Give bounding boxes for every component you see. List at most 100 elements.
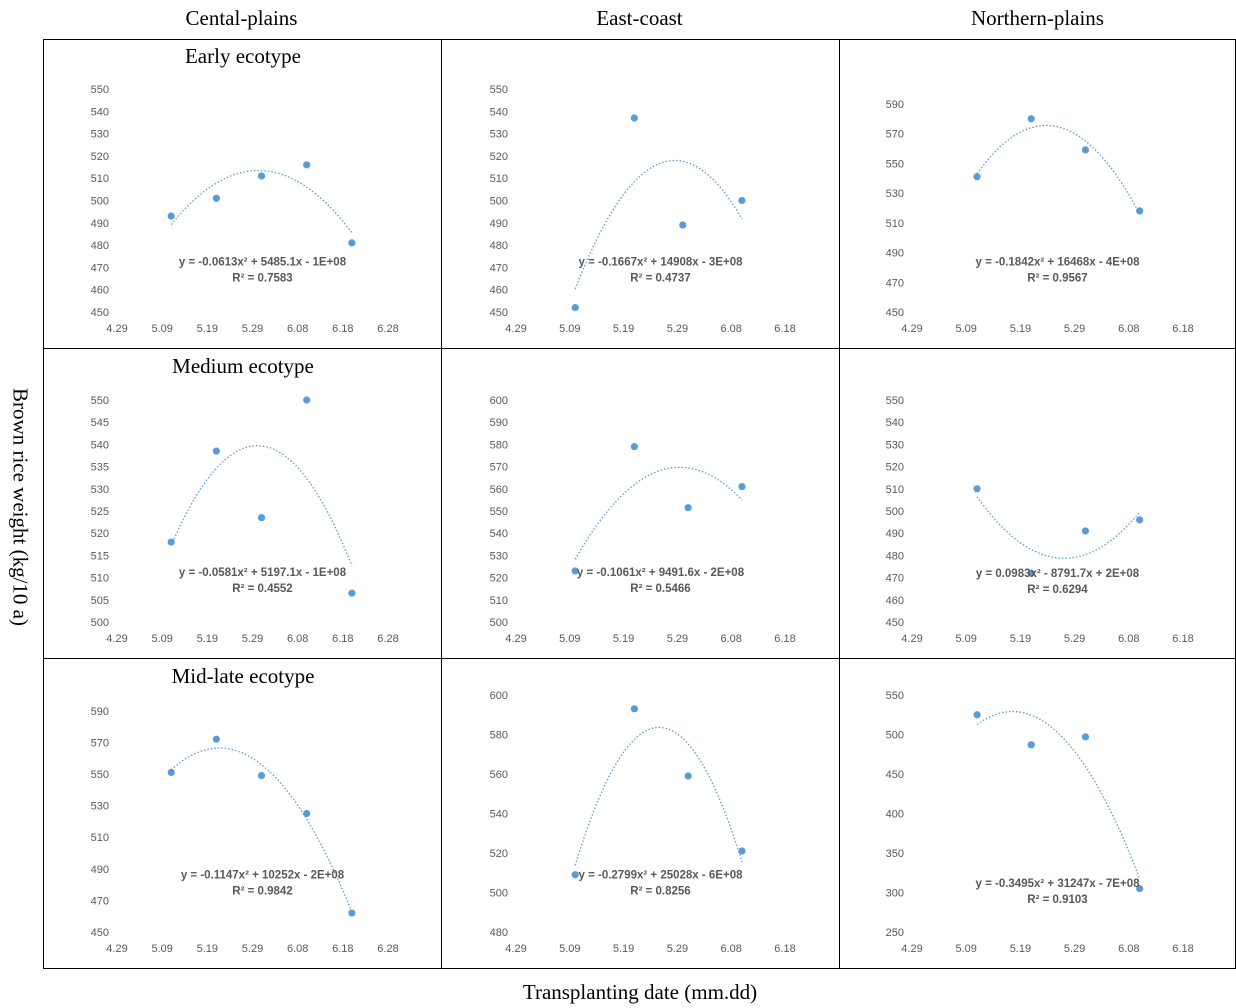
x-tick-label: 6.18 bbox=[332, 943, 353, 955]
trend-equation: y = -0.1147x² + 10252x - 2E+08 bbox=[181, 870, 345, 882]
row-title-early: Early ecotype bbox=[184, 44, 302, 68]
y-tick-label: 530 bbox=[490, 550, 508, 562]
x-tick-label: 5.29 bbox=[667, 323, 688, 335]
y-tick-label: 550 bbox=[886, 158, 904, 170]
y-tick-label: 520 bbox=[91, 528, 109, 540]
x-tick-label: 5.19 bbox=[197, 943, 218, 955]
x-tick-label: 4.29 bbox=[106, 943, 127, 955]
y-tick-label: 570 bbox=[886, 129, 904, 141]
x-tick-label: 4.29 bbox=[106, 323, 127, 335]
y-tick-label: 550 bbox=[490, 84, 508, 96]
data-point bbox=[630, 443, 638, 451]
x-tick-label: 6.18 bbox=[332, 633, 353, 645]
x-tick-label: 6.28 bbox=[377, 323, 398, 335]
data-point bbox=[973, 173, 981, 181]
x-tick-label: 5.09 bbox=[559, 633, 580, 645]
data-point bbox=[348, 239, 356, 247]
y-tick-label: 570 bbox=[91, 737, 109, 749]
y-tick-label: 580 bbox=[490, 439, 508, 451]
y-tick-label: 470 bbox=[886, 573, 904, 585]
y-tick-label: 520 bbox=[91, 151, 109, 163]
trend-equation: y = -0.1061x² + 9491.6x - 2E+08 bbox=[577, 567, 745, 579]
trend-r2: R² = 0.4552 bbox=[232, 583, 292, 595]
trend-equation: y = -0.0613x² + 5485.1x - 1E+08 bbox=[179, 257, 347, 269]
x-tick-label: 4.29 bbox=[901, 633, 922, 645]
y-tick-label: 560 bbox=[490, 484, 508, 496]
y-tick-label: 450 bbox=[91, 927, 109, 939]
x-tick-label: 5.29 bbox=[667, 633, 688, 645]
data-point bbox=[1081, 146, 1090, 154]
x-tick-label: 6.18 bbox=[1172, 943, 1193, 955]
trendline bbox=[170, 747, 353, 913]
data-point bbox=[167, 212, 175, 220]
x-tick-label: 6.08 bbox=[1118, 943, 1139, 955]
x-tick-label: 5.19 bbox=[1010, 323, 1031, 335]
x-tick-label: 5.19 bbox=[1010, 943, 1031, 955]
y-tick-label: 550 bbox=[91, 769, 109, 781]
y-tick-label: 560 bbox=[490, 769, 508, 781]
data-point bbox=[973, 485, 981, 493]
x-tick-label: 6.18 bbox=[774, 323, 795, 335]
x-tick-label: 6.18 bbox=[1172, 633, 1193, 645]
y-tick-label: 530 bbox=[91, 484, 109, 496]
y-tick-label: 460 bbox=[91, 285, 109, 297]
trend-equation: y = -0.1842x² + 16468x - 4E+08 bbox=[975, 257, 1140, 269]
x-tick-label: 5.09 bbox=[151, 323, 172, 335]
x-tick-label: 6.08 bbox=[1118, 323, 1139, 335]
x-tick-label: 4.29 bbox=[901, 943, 922, 955]
y-tick-label: 520 bbox=[886, 462, 904, 474]
data-point bbox=[257, 514, 266, 522]
data-point bbox=[167, 538, 175, 546]
y-tick-label: 450 bbox=[886, 307, 904, 319]
data-point bbox=[212, 735, 220, 743]
x-tick-label: 6.08 bbox=[287, 943, 308, 955]
data-point bbox=[1136, 884, 1144, 893]
data-point bbox=[1136, 516, 1144, 524]
y-tick-label: 505 bbox=[91, 595, 109, 607]
data-point bbox=[630, 114, 638, 122]
y-tick-label: 350 bbox=[886, 848, 904, 860]
x-tick-label: 5.09 bbox=[559, 323, 580, 335]
y-tick-label: 540 bbox=[490, 106, 508, 118]
x-tick-label: 5.09 bbox=[151, 943, 172, 955]
x-axis-title: Transplanting date (mm.dd) bbox=[522, 980, 758, 1004]
data-point bbox=[348, 909, 356, 917]
grid-divider bbox=[839, 40, 840, 968]
data-point bbox=[257, 172, 266, 180]
x-tick-label: 5.29 bbox=[667, 943, 688, 955]
x-tick-label: 6.08 bbox=[287, 633, 308, 645]
data-point bbox=[684, 504, 692, 512]
y-tick-label: 470 bbox=[886, 277, 904, 289]
y-tick-label: 450 bbox=[886, 769, 904, 781]
y-tick-label: 590 bbox=[490, 417, 508, 429]
y-tick-label: 500 bbox=[886, 730, 904, 742]
column-title-central-plains: Cental-plains bbox=[185, 6, 298, 30]
data-point bbox=[348, 589, 356, 597]
trend-r2: R² = 0.8256 bbox=[630, 886, 690, 898]
column-title-east-coast: East-coast bbox=[596, 6, 683, 30]
y-tick-label: 510 bbox=[91, 573, 109, 585]
y-tick-label: 450 bbox=[91, 307, 109, 319]
x-tick-label: 5.19 bbox=[613, 943, 634, 955]
x-tick-label: 5.29 bbox=[242, 633, 263, 645]
data-point bbox=[212, 194, 220, 202]
y-tick-label: 450 bbox=[490, 307, 508, 319]
y-tick-label: 510 bbox=[91, 173, 109, 185]
data-point bbox=[167, 768, 175, 777]
x-tick-label: 5.29 bbox=[242, 323, 263, 335]
x-tick-label: 5.09 bbox=[151, 633, 172, 645]
x-tick-label: 4.29 bbox=[505, 633, 526, 645]
x-tick-label: 5.19 bbox=[197, 323, 218, 335]
x-tick-label: 6.18 bbox=[1172, 323, 1193, 335]
y-tick-label: 530 bbox=[886, 188, 904, 200]
data-point bbox=[738, 482, 746, 491]
data-point bbox=[303, 396, 311, 404]
y-tick-label: 550 bbox=[91, 395, 109, 407]
data-point bbox=[303, 809, 311, 818]
y-tick-label: 480 bbox=[490, 240, 508, 252]
y-tick-label: 500 bbox=[490, 196, 508, 208]
trendline bbox=[574, 466, 743, 560]
y-tick-label: 530 bbox=[490, 129, 508, 141]
